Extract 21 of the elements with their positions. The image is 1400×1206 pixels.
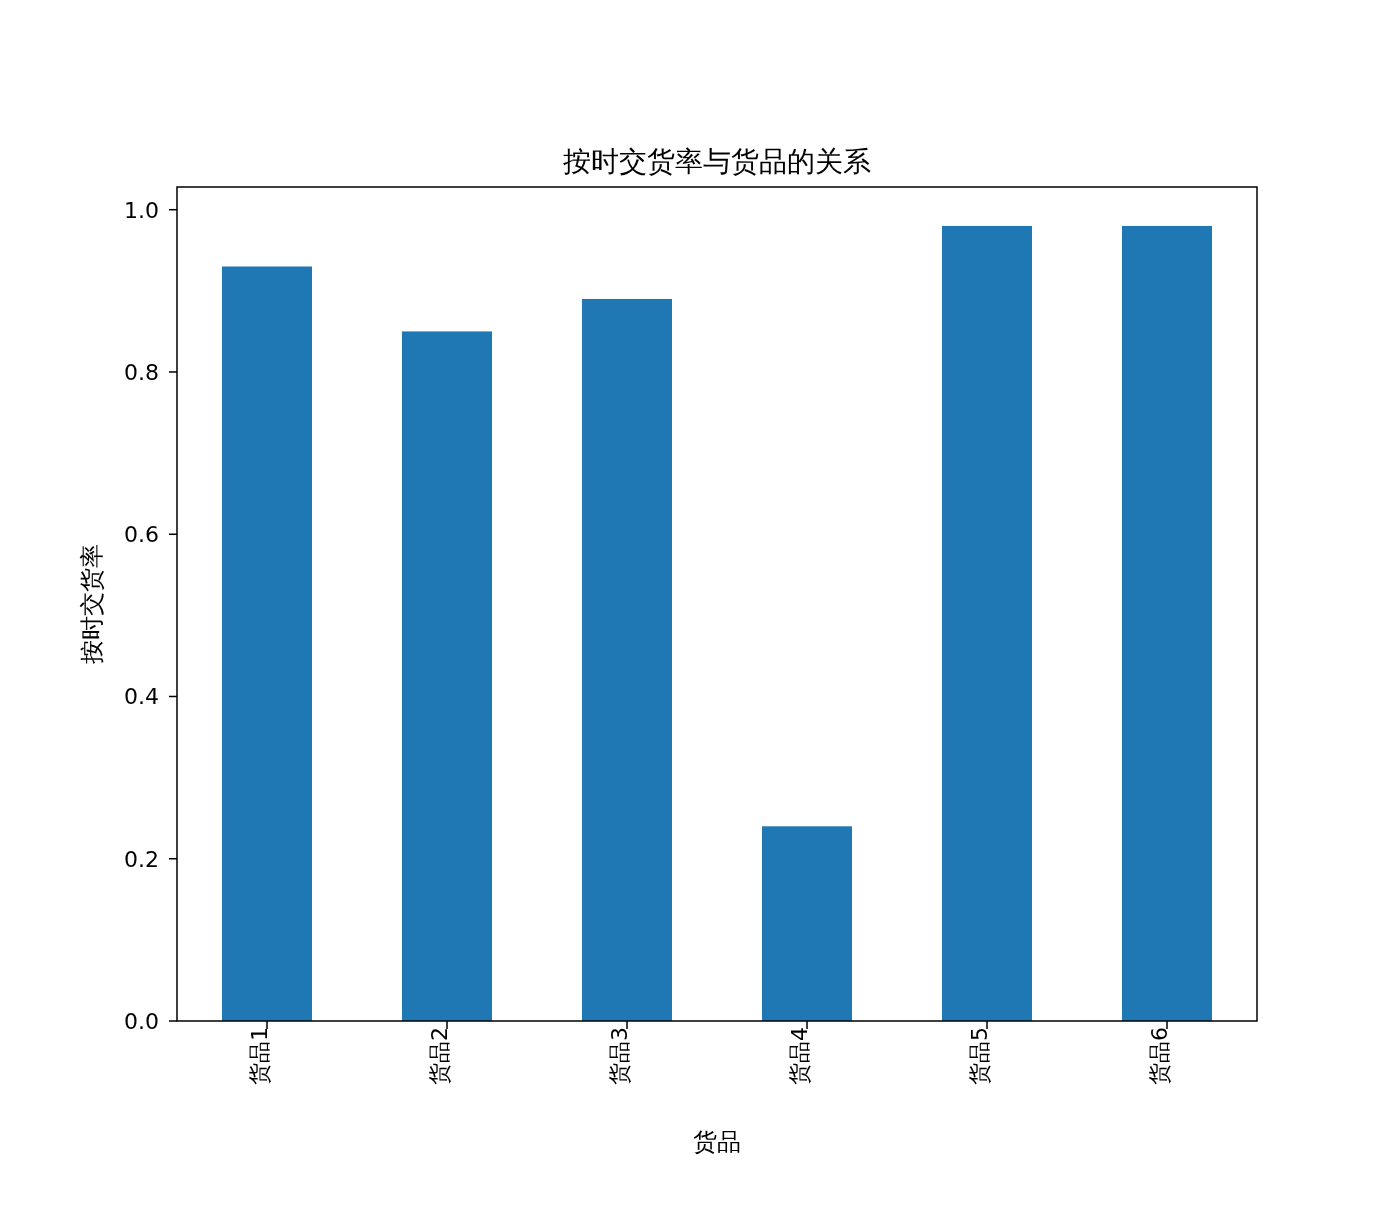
y-tick-label: 0.4 xyxy=(124,684,159,710)
bar xyxy=(1122,225,1212,1021)
x-tick-label: 货品1 xyxy=(247,1027,272,1085)
y-tick-label: 0.6 xyxy=(124,522,159,548)
y-axis-title: 按时交货率 xyxy=(78,544,106,664)
x-tick-label: 货品3 xyxy=(607,1027,632,1085)
x-tick-label: 货品6 xyxy=(1147,1027,1172,1085)
x-tick-label: 货品2 xyxy=(427,1027,452,1085)
y-tick-label: 0.8 xyxy=(124,359,159,385)
y-tick-label: 0.2 xyxy=(124,846,159,872)
bar xyxy=(942,225,1032,1021)
bar xyxy=(582,298,672,1021)
x-axis-title: 货品 xyxy=(693,1128,741,1156)
chart-title: 按时交货率与货品的关系 xyxy=(563,145,871,178)
bar xyxy=(402,331,492,1021)
bar xyxy=(222,266,312,1021)
bar xyxy=(762,826,852,1021)
y-tick-label: 1.0 xyxy=(124,197,159,223)
x-tick-label: 货品4 xyxy=(787,1027,812,1085)
x-tick-label: 货品5 xyxy=(967,1027,992,1085)
y-tick-label: 0.0 xyxy=(124,1009,159,1034)
